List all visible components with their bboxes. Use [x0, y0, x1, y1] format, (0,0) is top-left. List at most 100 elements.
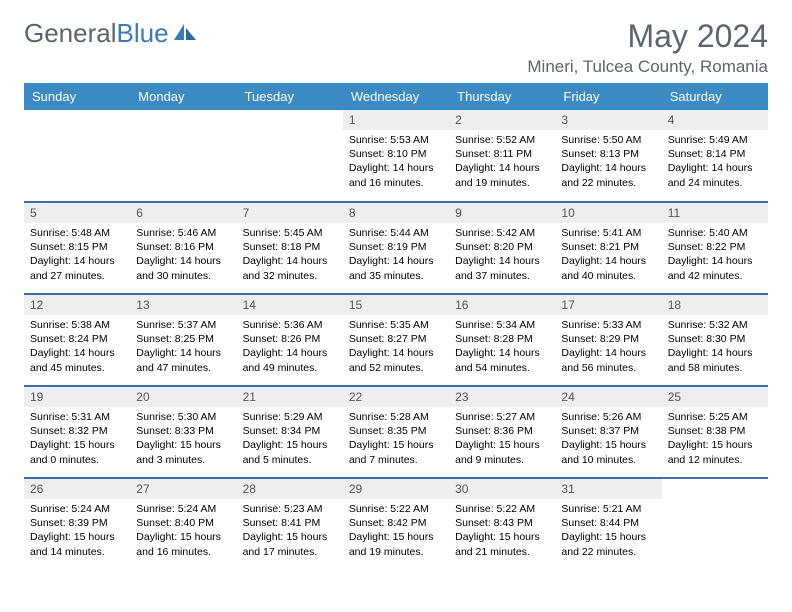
day-detail-line: and 42 minutes.: [668, 269, 762, 283]
day-details: Sunrise: 5:31 AMSunset: 8:32 PMDaylight:…: [24, 407, 130, 471]
day-detail-line: Daylight: 14 hours: [668, 346, 762, 360]
day-detail-line: Sunset: 8:14 PM: [668, 147, 762, 161]
day-detail-line: Sunset: 8:34 PM: [243, 424, 337, 438]
day-details: Sunrise: 5:40 AMSunset: 8:22 PMDaylight:…: [662, 223, 768, 287]
day-detail-line: Sunrise: 5:49 AM: [668, 133, 762, 147]
day-detail-line: Sunrise: 5:41 AM: [561, 226, 655, 240]
day-detail-line: Sunrise: 5:30 AM: [136, 410, 230, 424]
day-detail-line: and 49 minutes.: [243, 361, 337, 375]
day-detail-line: Sunrise: 5:34 AM: [455, 318, 549, 332]
day-detail-line: Sunrise: 5:28 AM: [349, 410, 443, 424]
location-label: Mineri, Tulcea County, Romania: [527, 57, 768, 77]
logo-text-a: General: [24, 18, 117, 49]
calendar-day-cell: 17Sunrise: 5:33 AMSunset: 8:29 PMDayligh…: [555, 294, 661, 386]
day-number: 15: [343, 295, 449, 315]
day-detail-line: Sunset: 8:13 PM: [561, 147, 655, 161]
day-details: Sunrise: 5:46 AMSunset: 8:16 PMDaylight:…: [130, 223, 236, 287]
day-detail-line: Sunrise: 5:52 AM: [455, 133, 549, 147]
day-detail-line: Sunrise: 5:42 AM: [455, 226, 549, 240]
day-detail-line: Sunset: 8:33 PM: [136, 424, 230, 438]
day-detail-line: and 56 minutes.: [561, 361, 655, 375]
calendar-day-cell: 8Sunrise: 5:44 AMSunset: 8:19 PMDaylight…: [343, 202, 449, 294]
day-details: Sunrise: 5:29 AMSunset: 8:34 PMDaylight:…: [237, 407, 343, 471]
day-detail-line: Sunset: 8:30 PM: [668, 332, 762, 346]
day-number: 11: [662, 203, 768, 223]
day-detail-line: and 17 minutes.: [243, 545, 337, 559]
day-detail-line: and 16 minutes.: [136, 545, 230, 559]
calendar-day-cell: 6Sunrise: 5:46 AMSunset: 8:16 PMDaylight…: [130, 202, 236, 294]
calendar-day-cell: 10Sunrise: 5:41 AMSunset: 8:21 PMDayligh…: [555, 202, 661, 294]
day-detail-line: and 14 minutes.: [30, 545, 124, 559]
day-detail-line: Daylight: 15 hours: [136, 438, 230, 452]
calendar-day-cell: [24, 110, 130, 202]
day-number: 6: [130, 203, 236, 223]
day-detail-line: Sunset: 8:35 PM: [349, 424, 443, 438]
day-detail-line: and 47 minutes.: [136, 361, 230, 375]
day-details: Sunrise: 5:38 AMSunset: 8:24 PMDaylight:…: [24, 315, 130, 379]
day-detail-line: Sunrise: 5:22 AM: [455, 502, 549, 516]
day-detail-line: Sunset: 8:36 PM: [455, 424, 549, 438]
day-details: Sunrise: 5:33 AMSunset: 8:29 PMDaylight:…: [555, 315, 661, 379]
day-detail-line: and 35 minutes.: [349, 269, 443, 283]
day-details: Sunrise: 5:23 AMSunset: 8:41 PMDaylight:…: [237, 499, 343, 563]
day-detail-line: Daylight: 14 hours: [243, 346, 337, 360]
day-detail-line: Sunrise: 5:21 AM: [561, 502, 655, 516]
calendar-day-cell: 12Sunrise: 5:38 AMSunset: 8:24 PMDayligh…: [24, 294, 130, 386]
day-number: 23: [449, 387, 555, 407]
day-detail-line: Daylight: 14 hours: [349, 346, 443, 360]
day-details: Sunrise: 5:24 AMSunset: 8:40 PMDaylight:…: [130, 499, 236, 563]
day-detail-line: Daylight: 15 hours: [561, 530, 655, 544]
day-detail-line: and 16 minutes.: [349, 176, 443, 190]
logo: GeneralBlue: [24, 18, 198, 49]
day-number: 24: [555, 387, 661, 407]
day-detail-line: Daylight: 15 hours: [30, 438, 124, 452]
day-detail-line: Daylight: 14 hours: [561, 161, 655, 175]
day-detail-line: and 19 minutes.: [455, 176, 549, 190]
day-detail-line: Daylight: 14 hours: [136, 254, 230, 268]
calendar-day-cell: 19Sunrise: 5:31 AMSunset: 8:32 PMDayligh…: [24, 386, 130, 478]
day-detail-line: and 7 minutes.: [349, 453, 443, 467]
day-detail-line: Sunset: 8:41 PM: [243, 516, 337, 530]
day-detail-line: Sunrise: 5:53 AM: [349, 133, 443, 147]
weekday-header: Sunday: [24, 83, 130, 110]
weekday-header: Thursday: [449, 83, 555, 110]
calendar-table: Sunday Monday Tuesday Wednesday Thursday…: [24, 83, 768, 570]
calendar-day-cell: 4Sunrise: 5:49 AMSunset: 8:14 PMDaylight…: [662, 110, 768, 202]
day-detail-line: Sunset: 8:10 PM: [349, 147, 443, 161]
calendar-day-cell: [237, 110, 343, 202]
day-detail-line: Sunrise: 5:36 AM: [243, 318, 337, 332]
day-detail-line: and 37 minutes.: [455, 269, 549, 283]
day-detail-line: and 52 minutes.: [349, 361, 443, 375]
weekday-header: Wednesday: [343, 83, 449, 110]
day-details: Sunrise: 5:35 AMSunset: 8:27 PMDaylight:…: [343, 315, 449, 379]
day-number: 19: [24, 387, 130, 407]
day-detail-line: Sunrise: 5:26 AM: [561, 410, 655, 424]
day-detail-line: Daylight: 14 hours: [136, 346, 230, 360]
day-details: Sunrise: 5:37 AMSunset: 8:25 PMDaylight:…: [130, 315, 236, 379]
day-detail-line: Sunrise: 5:27 AM: [455, 410, 549, 424]
day-details: Sunrise: 5:44 AMSunset: 8:19 PMDaylight:…: [343, 223, 449, 287]
day-detail-line: Sunrise: 5:25 AM: [668, 410, 762, 424]
day-detail-line: and 45 minutes.: [30, 361, 124, 375]
day-detail-line: Sunset: 8:39 PM: [30, 516, 124, 530]
day-detail-line: Sunset: 8:18 PM: [243, 240, 337, 254]
weekday-header: Tuesday: [237, 83, 343, 110]
day-detail-line: Daylight: 14 hours: [30, 254, 124, 268]
day-detail-line: Sunset: 8:40 PM: [136, 516, 230, 530]
day-number: 25: [662, 387, 768, 407]
day-details: Sunrise: 5:22 AMSunset: 8:42 PMDaylight:…: [343, 499, 449, 563]
day-number: 26: [24, 479, 130, 499]
day-detail-line: Daylight: 15 hours: [136, 530, 230, 544]
day-detail-line: Sunset: 8:28 PM: [455, 332, 549, 346]
day-number: 7: [237, 203, 343, 223]
day-detail-line: Daylight: 14 hours: [243, 254, 337, 268]
calendar-day-cell: 27Sunrise: 5:24 AMSunset: 8:40 PMDayligh…: [130, 478, 236, 570]
calendar-day-cell: 30Sunrise: 5:22 AMSunset: 8:43 PMDayligh…: [449, 478, 555, 570]
day-detail-line: Daylight: 15 hours: [349, 530, 443, 544]
calendar-day-cell: 22Sunrise: 5:28 AMSunset: 8:35 PMDayligh…: [343, 386, 449, 478]
day-number: 12: [24, 295, 130, 315]
day-number: 18: [662, 295, 768, 315]
day-detail-line: and 0 minutes.: [30, 453, 124, 467]
day-detail-line: Daylight: 14 hours: [30, 346, 124, 360]
day-details: Sunrise: 5:21 AMSunset: 8:44 PMDaylight:…: [555, 499, 661, 563]
